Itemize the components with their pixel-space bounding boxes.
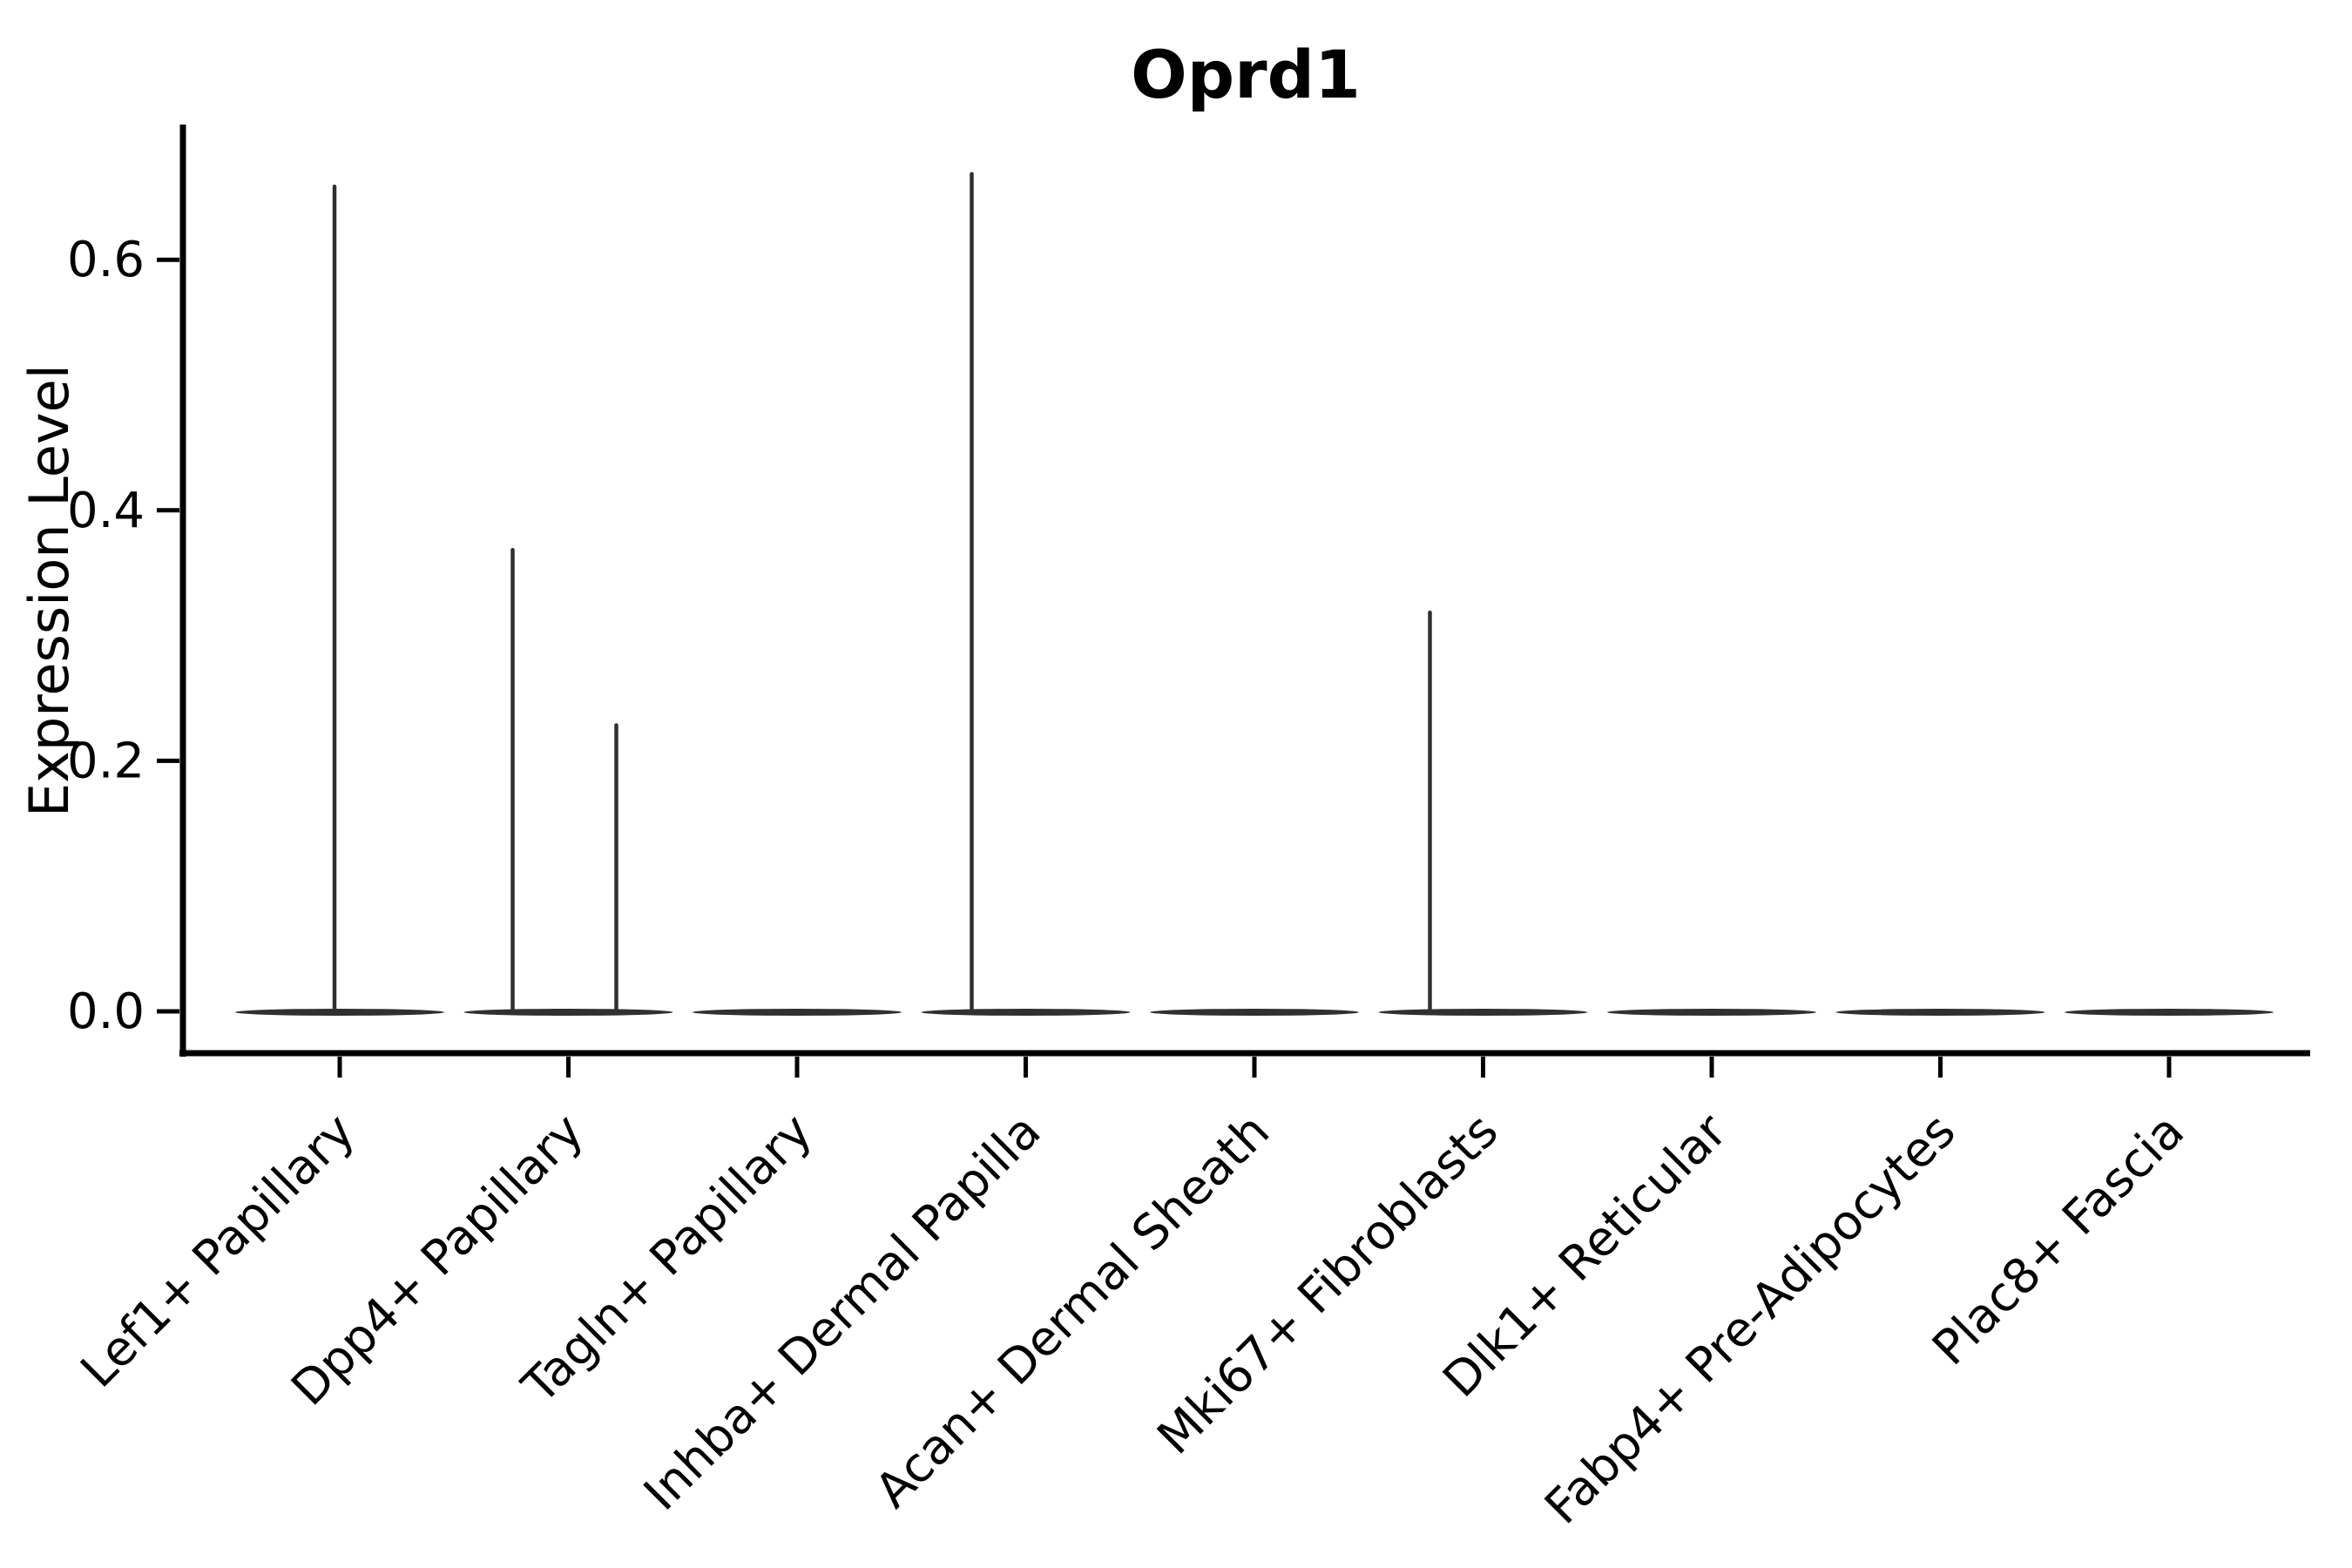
violin-spike <box>1428 610 1432 1013</box>
y-tick-label: 0.6 <box>67 232 145 288</box>
violin-body <box>2065 1009 2274 1016</box>
violin <box>1835 1009 2045 1016</box>
violin <box>921 172 1131 1016</box>
violin-spike <box>510 547 515 1013</box>
violin-body <box>921 1009 1131 1016</box>
y-tick-label: 0.4 <box>67 483 145 539</box>
violin <box>1607 1009 1816 1016</box>
violin <box>463 547 673 1016</box>
x-ticks-layer <box>337 1057 2172 1078</box>
violin-body <box>1378 1009 1588 1016</box>
violin <box>2065 1009 2274 1016</box>
y-tick-label: 0.2 <box>67 733 145 789</box>
y-tick-label: 0.0 <box>67 983 145 1040</box>
violin <box>693 1009 902 1016</box>
violin-spike <box>970 172 974 1014</box>
violin-body <box>1835 1009 2045 1016</box>
violins-layer <box>235 172 2274 1016</box>
violin-body <box>463 1009 673 1016</box>
violin-spike <box>614 723 618 1013</box>
violin-body <box>693 1009 902 1016</box>
y-ticks-layer: 0.0 0.2 0.4 0.6 <box>67 232 179 1040</box>
violin <box>235 184 444 1016</box>
y-axis-label: Expression Level <box>17 364 81 817</box>
violin-body <box>1607 1009 1816 1016</box>
chart-title: Oprd1 <box>1131 36 1361 113</box>
violin-spike <box>332 184 337 1014</box>
violin-body <box>1150 1009 1359 1016</box>
violin <box>1378 610 1588 1016</box>
violin <box>1150 1009 1359 1016</box>
violin-body <box>235 1009 444 1016</box>
